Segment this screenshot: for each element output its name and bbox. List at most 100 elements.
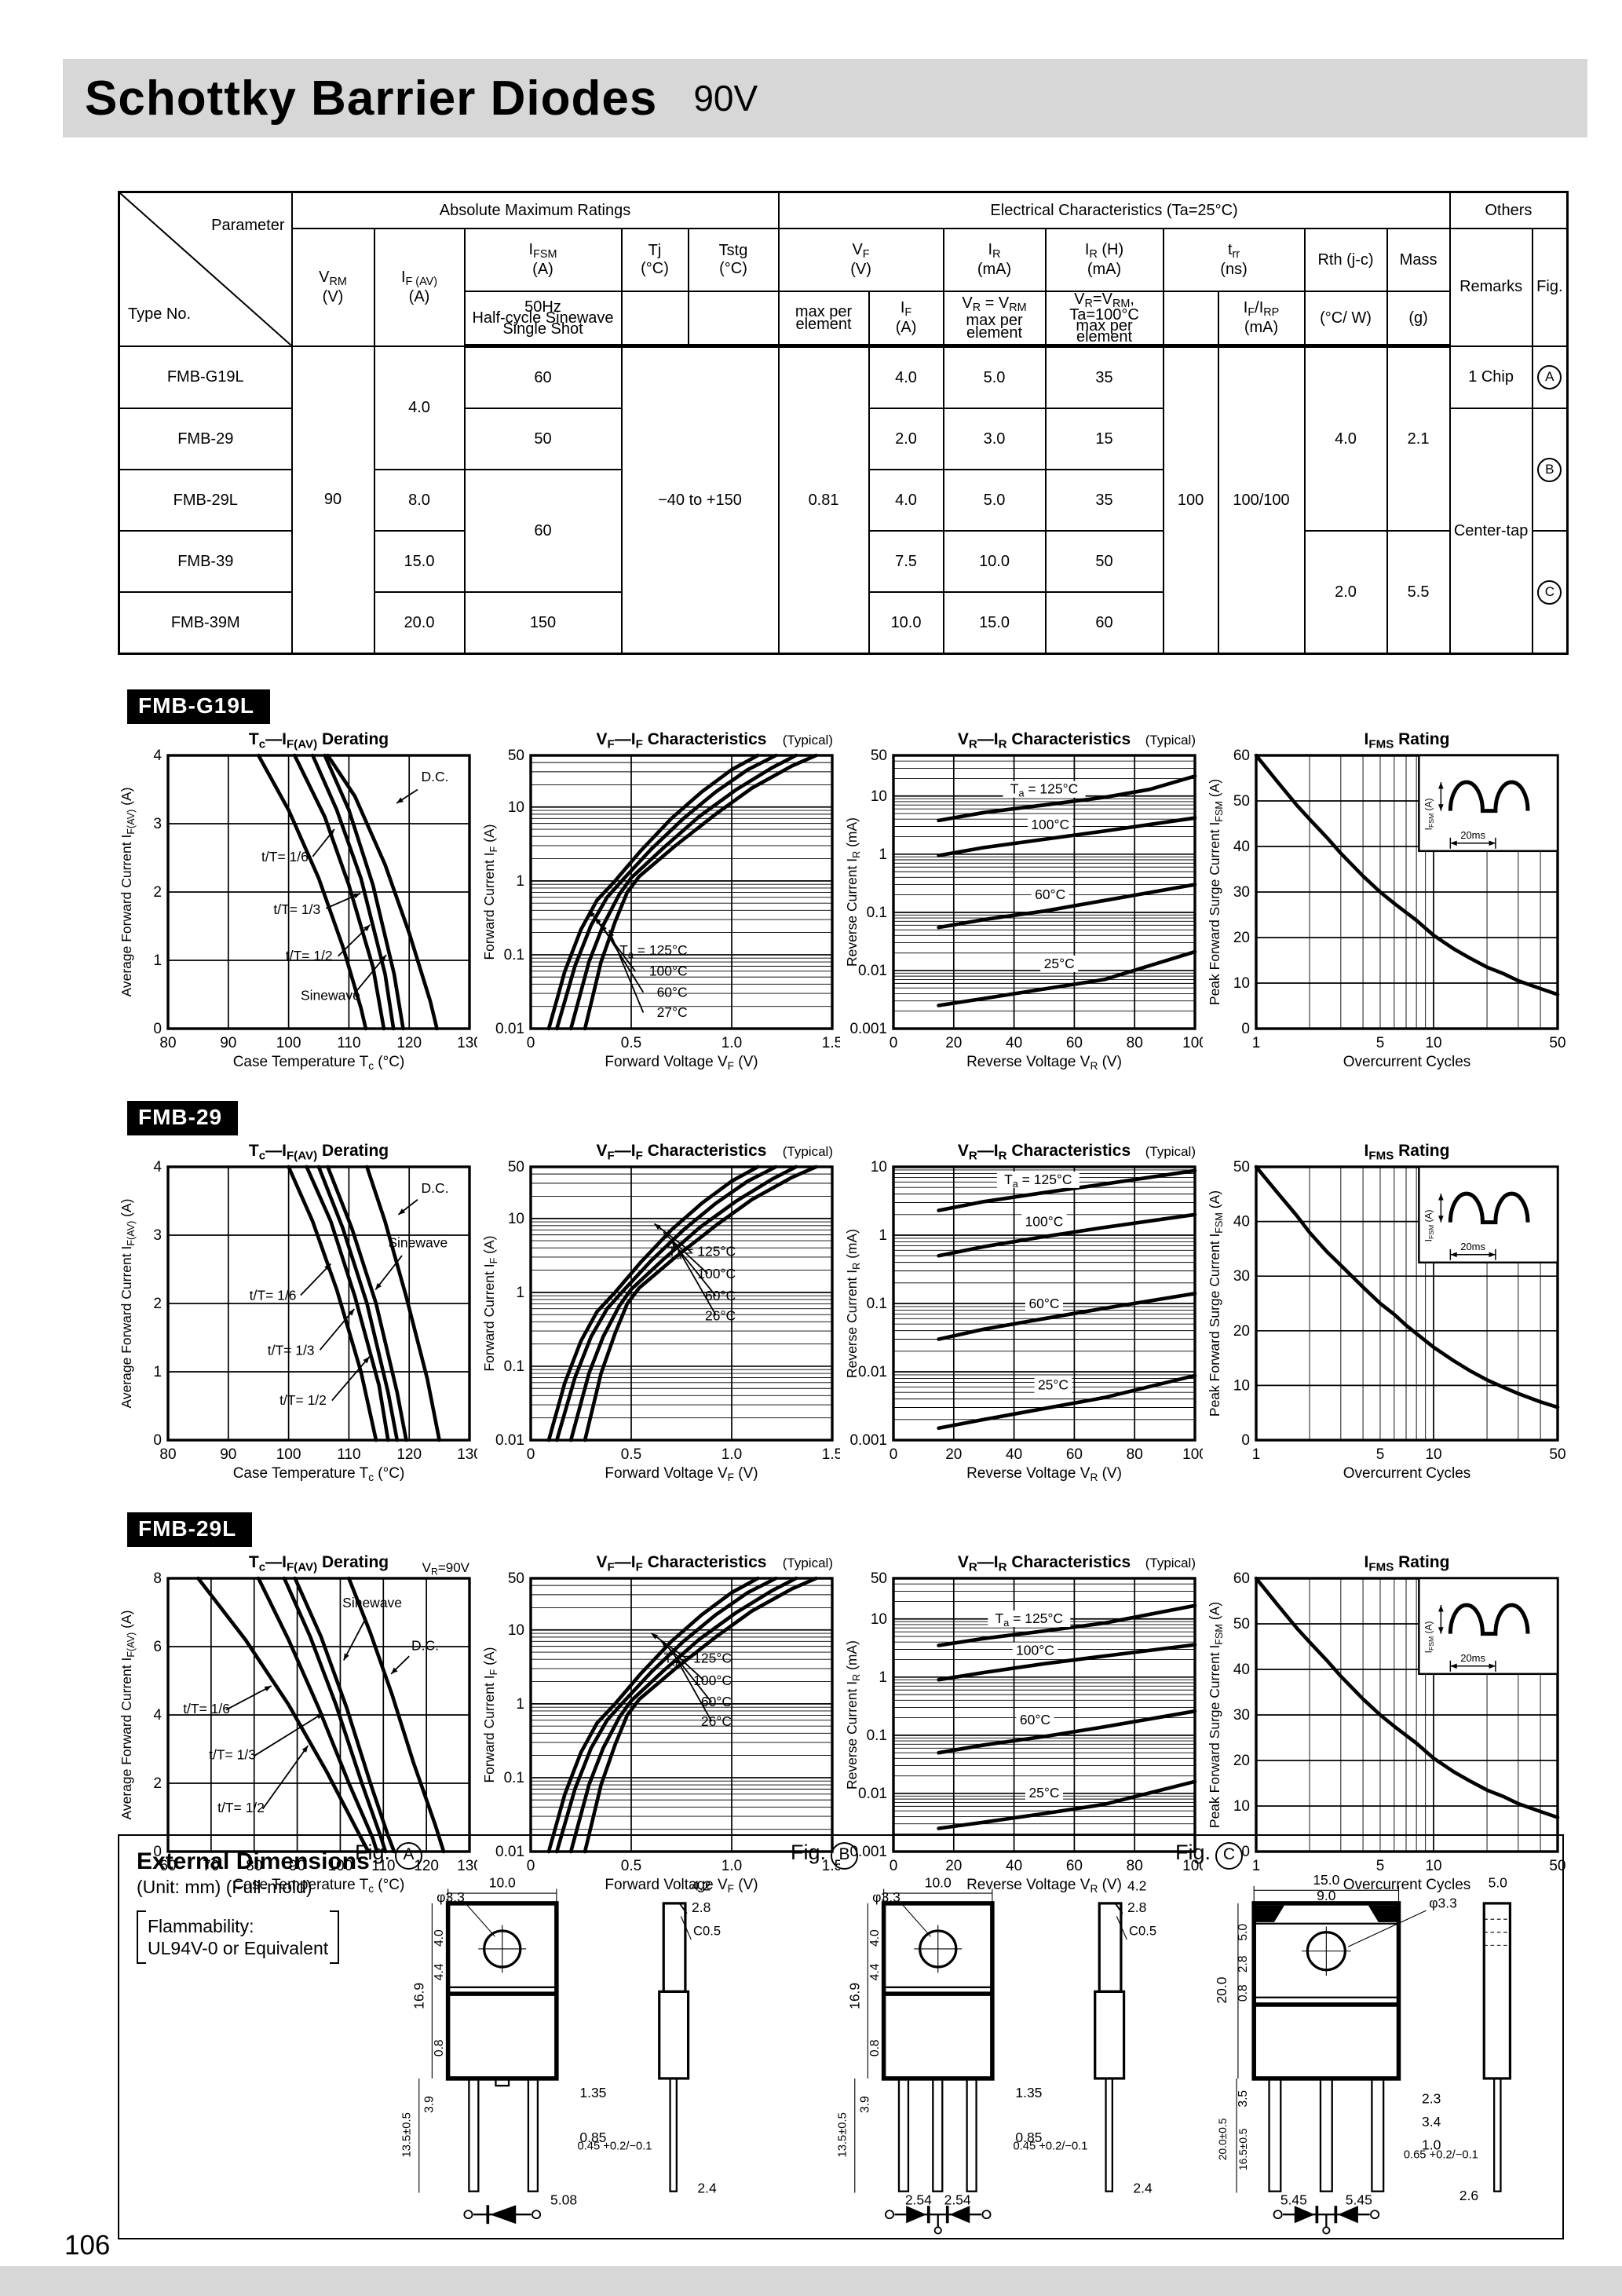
table-row: FMB-G19L 90 4.0 60 −40 to +150 0.81 4.0 …	[118, 345, 1569, 655]
fig-c-caption: Fig. C	[1175, 1841, 1568, 1870]
svg-text:130: 130	[457, 1858, 477, 1874]
svg-text:VR=90V: VR=90V	[422, 1560, 470, 1578]
section-label: FMB-29	[127, 1101, 239, 1135]
svg-text:2.8: 2.8	[1127, 1899, 1146, 1915]
ratings-table-wrap: Parameter Type No. Absolute Maximum Rati…	[118, 191, 1569, 655]
svg-text:0.8: 0.8	[433, 2039, 446, 2057]
svg-text:3: 3	[153, 1227, 162, 1244]
svg-text:Case Temperature Tc (°C): Case Temperature Tc (°C)	[233, 1054, 405, 1072]
svg-text:0.65 +0.2/−0.1: 0.65 +0.2/−0.1	[1404, 2148, 1478, 2161]
svg-text:1: 1	[1252, 1858, 1261, 1874]
irh-value: 50	[1044, 530, 1164, 593]
if-value: 4.0	[868, 345, 944, 409]
svg-text:1: 1	[1252, 1446, 1261, 1463]
svg-text:5: 5	[1376, 1035, 1385, 1051]
series-t-T-1-2	[311, 753, 396, 1031]
svg-text:0.1: 0.1	[504, 947, 524, 963]
svg-text:10: 10	[508, 799, 524, 816]
svg-text:0.45 +0.2/−0.1: 0.45 +0.2/−0.1	[1013, 2140, 1087, 2152]
svg-text:Peak Forward Surge Current I: Peak Forward Surge Current IFSM (A)	[1207, 779, 1225, 1005]
svg-text:0.5: 0.5	[621, 1035, 641, 1051]
series-26-C	[583, 1576, 818, 1854]
chart-row: D.C. t/T= 1/6 t/T= 1/3 t/T= 1/2 Sinewave 80 90…	[118, 726, 1586, 1074]
svg-text:Ta = 125°C: Ta = 125°C	[1010, 781, 1079, 799]
series-60-C	[568, 753, 798, 1031]
sub-ir: VR = VRM max per element	[942, 291, 1047, 348]
ir-value: 5.0	[942, 345, 1047, 409]
rth-value: 2.0	[1303, 530, 1388, 655]
svg-text:Overcurrent Cycles: Overcurrent Cycles	[1343, 1877, 1471, 1893]
svg-text:Peak Forward Surge Current I: Peak Forward Surge Current IFSM (A)	[1207, 1190, 1225, 1417]
svg-text:4: 4	[153, 1159, 162, 1175]
chart-vf-if-characteristics: Ta = 125°C 100°C 60°C 27°C 0 0.5 1.0 1.5 0.01 0.1…	[481, 730, 840, 1072]
svg-text:2.6: 2.6	[1459, 2188, 1478, 2203]
ifav-value: 4.0	[373, 345, 466, 470]
svg-text:30: 30	[1233, 1268, 1250, 1285]
svg-text:20: 20	[945, 1446, 962, 1463]
chart-vr-ir-characteristics: Ta = 125°C 100°C 60°C 25°C 0 20 40 60 80 100 0.001…	[844, 730, 1203, 1072]
svg-text:0: 0	[890, 1446, 898, 1463]
svg-text:4.4: 4.4	[868, 1963, 882, 1980]
svg-text:60: 60	[1066, 1858, 1083, 1874]
external-dimensions-box: External Dimensions (Unit: mm) (Full-mol…	[118, 1834, 1564, 2239]
svg-text:80: 80	[246, 1858, 262, 1874]
svg-text:120: 120	[396, 1446, 422, 1463]
svg-text:IFSM (A): IFSM (A)	[1423, 1209, 1435, 1241]
fig-c-letter: C	[1215, 1842, 1244, 1870]
col-irh: IR (H) (mA)	[1044, 228, 1164, 292]
external-dimensions-title: External Dimensions	[137, 1848, 370, 1874]
series-25-C	[937, 1373, 1197, 1431]
chart-box: Ta = 125°C 100°C 60°C 25°C 0 20 40 60 80 100 0.001…	[843, 726, 1203, 1074]
svg-text:Reverse Voltage VR (V): Reverse Voltage VR (V)	[966, 1054, 1122, 1072]
section-label: FMB-G19L	[127, 689, 270, 724]
chart-vr-ir-characteristics: Ta = 125°C 100°C 60°C 25°C 0 20 40 60 80 100 0.001…	[844, 1553, 1203, 1895]
svg-text:50: 50	[871, 748, 887, 764]
svg-text:120: 120	[396, 1035, 422, 1051]
svg-text:0: 0	[890, 1035, 898, 1051]
series-t-T-1-3	[305, 1164, 390, 1442]
svg-text:0.001: 0.001	[849, 1844, 887, 1860]
svg-text:5: 5	[1376, 1446, 1385, 1463]
series-Ta-125-C	[546, 753, 760, 1031]
svg-text:20: 20	[1233, 1323, 1250, 1340]
svg-text:10: 10	[871, 1611, 887, 1628]
svg-text:60: 60	[1066, 1446, 1083, 1463]
series-25-C	[937, 1779, 1197, 1830]
svg-text:(Typical): (Typical)	[1145, 733, 1196, 748]
svg-text:50: 50	[1549, 1446, 1565, 1463]
svg-text:100°C: 100°C	[1025, 1214, 1064, 1230]
sub-ifirp: IF/IRP (mA)	[1217, 291, 1306, 348]
series-100-C	[555, 1164, 778, 1442]
chart-box: D.C. t/T= 1/6 t/T= 1/3 t/T= 1/2 Sinewave 80 90…	[118, 726, 477, 1074]
svg-text:10: 10	[1425, 1035, 1441, 1051]
svg-text:60°C: 60°C	[705, 1288, 736, 1303]
svg-text:IFMS Rating: IFMS Rating	[1364, 1142, 1450, 1163]
svg-text:20.0: 20.0	[1214, 1976, 1229, 2003]
svg-text:10: 10	[1425, 1858, 1441, 1874]
svg-text:20ms: 20ms	[1460, 829, 1485, 841]
svg-text:0.45 +0.2/−0.1: 0.45 +0.2/−0.1	[577, 2140, 652, 2152]
svg-text:Forward Voltage VF (V): Forward Voltage VF (V)	[605, 1465, 758, 1483]
svg-text:VR—IR Characteristics: VR—IR Characteristics	[958, 730, 1131, 751]
svg-text:50: 50	[1549, 1858, 1565, 1874]
sub-trr-empty	[1162, 291, 1219, 348]
svg-text:5: 5	[1376, 1858, 1385, 1874]
svg-text:1: 1	[516, 873, 524, 890]
svg-text:Case Temperature Tc (°C): Case Temperature Tc (°C)	[233, 1877, 405, 1895]
table-corner: Parameter Type No.	[118, 191, 293, 347]
svg-text:VR—IR Characteristics: VR—IR Characteristics	[958, 1142, 1131, 1163]
chart-ifms-rating: IFSM (A) 20ms 1 5 10 50 0 10 20 30 40 50 60 Overcurre…	[1207, 730, 1565, 1070]
svg-text:4: 4	[153, 1707, 162, 1724]
svg-text:50: 50	[508, 1570, 524, 1587]
series-Sinewave	[326, 1164, 408, 1442]
svg-text:Tc—IF(AV) Derating: Tc—IF(AV) Derating	[249, 1142, 389, 1163]
svg-text:5.08: 5.08	[550, 2192, 577, 2207]
svg-text:13.5±0.5: 13.5±0.5	[837, 2112, 849, 2157]
if-value: 7.5	[868, 530, 944, 593]
svg-text:100: 100	[328, 1858, 353, 1874]
irh-value: 15	[1044, 408, 1164, 470]
col-vrm: VRM (V)	[290, 228, 375, 347]
ifirp-value: 100/100	[1217, 345, 1306, 655]
svg-text:2: 2	[153, 1296, 162, 1312]
